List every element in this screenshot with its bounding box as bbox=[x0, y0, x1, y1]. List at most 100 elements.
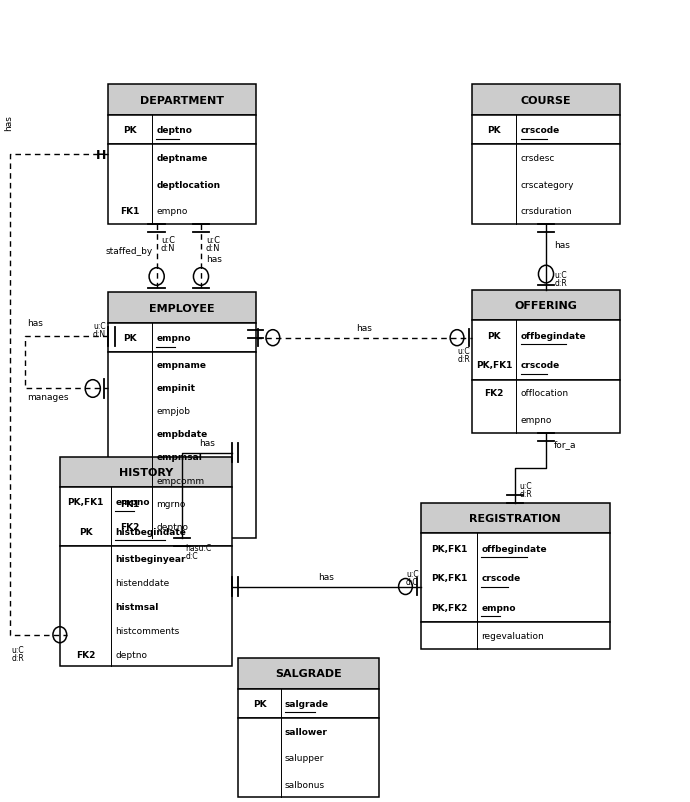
Text: FK1: FK1 bbox=[120, 499, 140, 508]
Text: d:N: d:N bbox=[92, 330, 106, 338]
Text: d:R: d:R bbox=[457, 354, 470, 363]
Text: SALGRADE: SALGRADE bbox=[275, 669, 342, 678]
Text: PK,FK1: PK,FK1 bbox=[476, 361, 513, 370]
Text: histenddate: histenddate bbox=[115, 578, 170, 587]
Text: PK,FK1: PK,FK1 bbox=[68, 497, 104, 507]
Text: salupper: salupper bbox=[285, 753, 324, 763]
Text: FK2: FK2 bbox=[76, 650, 95, 659]
Text: REGISTRATION: REGISTRATION bbox=[469, 513, 561, 524]
Text: d:R: d:R bbox=[554, 278, 567, 287]
Text: mgrno: mgrno bbox=[157, 499, 186, 508]
Text: PK: PK bbox=[488, 126, 501, 135]
Text: histbeginyear: histbeginyear bbox=[115, 554, 186, 563]
Bar bbox=[421, 622, 609, 649]
Text: histbegindate: histbegindate bbox=[115, 527, 186, 537]
Text: u:C: u:C bbox=[457, 346, 470, 355]
Text: d:R: d:R bbox=[519, 489, 532, 498]
Bar bbox=[421, 504, 609, 533]
Bar bbox=[472, 85, 620, 115]
Text: crscode: crscode bbox=[520, 361, 560, 370]
Text: PK: PK bbox=[79, 527, 92, 537]
Text: u:C: u:C bbox=[93, 322, 106, 330]
Bar bbox=[239, 719, 380, 797]
Text: u:C: u:C bbox=[519, 481, 532, 490]
Text: H: H bbox=[95, 148, 106, 161]
Bar bbox=[60, 546, 232, 666]
Text: offbegindate: offbegindate bbox=[520, 331, 586, 340]
Text: crscode: crscode bbox=[482, 573, 521, 582]
Text: crscode: crscode bbox=[520, 126, 560, 135]
Text: PK: PK bbox=[124, 334, 137, 342]
Text: FK2: FK2 bbox=[120, 522, 140, 532]
Text: empno: empno bbox=[115, 497, 150, 507]
Text: FK1: FK1 bbox=[120, 207, 140, 216]
Text: empno: empno bbox=[482, 603, 516, 612]
Text: empno: empno bbox=[157, 334, 191, 342]
Text: u:C: u:C bbox=[161, 236, 175, 245]
Text: empinit: empinit bbox=[157, 383, 195, 392]
Text: deptlocation: deptlocation bbox=[157, 180, 221, 189]
Text: d:C: d:C bbox=[406, 577, 419, 586]
Text: d:N: d:N bbox=[161, 244, 175, 253]
Text: EMPLOYEE: EMPLOYEE bbox=[149, 303, 215, 314]
Text: staffed_by: staffed_by bbox=[106, 246, 153, 255]
Text: salgrade: salgrade bbox=[285, 699, 329, 708]
Text: has: has bbox=[554, 241, 570, 250]
Text: crsduration: crsduration bbox=[520, 207, 572, 216]
Text: u:C: u:C bbox=[554, 270, 567, 279]
Text: has: has bbox=[4, 115, 13, 131]
Text: histcomments: histcomments bbox=[115, 626, 179, 635]
Text: COURSE: COURSE bbox=[521, 95, 571, 106]
Text: d:N: d:N bbox=[206, 244, 220, 253]
Bar bbox=[108, 85, 256, 115]
Text: empname: empname bbox=[157, 360, 206, 369]
Text: u:C: u:C bbox=[12, 645, 24, 654]
Bar bbox=[472, 380, 620, 433]
Bar bbox=[108, 293, 256, 323]
Text: empmsal: empmsal bbox=[157, 453, 202, 462]
Bar bbox=[108, 145, 256, 225]
Text: histmsal: histmsal bbox=[115, 602, 159, 611]
Text: has: has bbox=[199, 439, 215, 448]
Text: empno: empno bbox=[520, 415, 552, 424]
Bar bbox=[472, 115, 620, 145]
Text: empbdate: empbdate bbox=[157, 430, 208, 439]
Bar bbox=[60, 488, 232, 546]
Bar bbox=[108, 115, 256, 145]
Text: has: has bbox=[318, 573, 334, 581]
Text: PK: PK bbox=[124, 126, 137, 135]
Bar bbox=[108, 323, 256, 353]
Text: has: has bbox=[206, 254, 221, 263]
Bar bbox=[472, 321, 620, 380]
Text: HISTORY: HISTORY bbox=[119, 467, 172, 477]
Text: salbonus: salbonus bbox=[285, 780, 325, 788]
Text: FK2: FK2 bbox=[484, 389, 504, 398]
Text: crsdesc: crsdesc bbox=[520, 154, 555, 163]
Text: DEPARTMENT: DEPARTMENT bbox=[140, 95, 224, 106]
Bar bbox=[239, 689, 380, 719]
Text: offlocation: offlocation bbox=[520, 389, 569, 398]
Text: deptno: deptno bbox=[157, 522, 188, 532]
Bar bbox=[239, 658, 380, 689]
Bar bbox=[108, 353, 256, 538]
Bar bbox=[421, 533, 609, 622]
Text: empjob: empjob bbox=[157, 407, 190, 415]
Text: sallower: sallower bbox=[285, 727, 328, 736]
Text: hasu:C: hasu:C bbox=[185, 544, 211, 553]
Text: d:R: d:R bbox=[12, 653, 24, 662]
Text: u:C: u:C bbox=[206, 236, 220, 245]
Text: deptno: deptno bbox=[115, 650, 148, 659]
Text: has: has bbox=[27, 318, 43, 327]
Text: manages: manages bbox=[27, 392, 68, 402]
Text: PK: PK bbox=[253, 699, 266, 708]
Text: OFFERING: OFFERING bbox=[515, 301, 578, 311]
Text: crscategory: crscategory bbox=[520, 180, 574, 189]
Text: offbegindate: offbegindate bbox=[482, 544, 547, 553]
Text: empcomm: empcomm bbox=[157, 476, 204, 485]
Bar bbox=[472, 290, 620, 321]
Text: PK,FK2: PK,FK2 bbox=[431, 603, 467, 612]
Text: has: has bbox=[356, 323, 372, 332]
Bar bbox=[472, 145, 620, 225]
Text: PK,FK1: PK,FK1 bbox=[431, 573, 467, 582]
Text: empno: empno bbox=[157, 207, 188, 216]
